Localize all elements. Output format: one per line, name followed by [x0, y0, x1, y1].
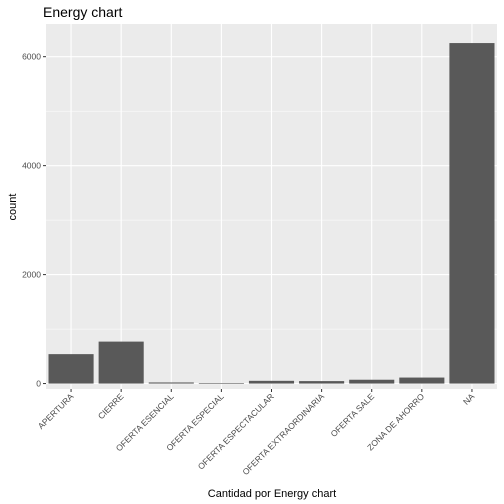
- x-tick-label: NA: [461, 391, 477, 407]
- x-axis-title: Cantidad por Energy chart: [208, 488, 336, 500]
- chart-title: Energy chart: [43, 4, 122, 20]
- y-tick-label: 2000: [22, 270, 41, 280]
- bar-oferta-espectacular: [248, 380, 295, 384]
- x-tick-label: OFERTA SALE: [329, 391, 377, 439]
- y-tick-label: 6000: [22, 52, 41, 62]
- x-tick-label: OFERTA EXTRAORDINARIA: [240, 391, 326, 477]
- bar-oferta-especial: [198, 383, 244, 384]
- y-tick-label: 4000: [22, 161, 41, 171]
- bar-cierre: [98, 341, 144, 384]
- y-axis-title: count: [7, 194, 19, 221]
- bar-oferta-sale: [349, 379, 395, 384]
- x-tick-label: APERTURA: [36, 391, 76, 431]
- x-tick-label: CIERRE: [96, 391, 126, 421]
- y-tick-label: 0: [36, 379, 41, 389]
- bar-oferta-extraordinaria: [299, 381, 345, 384]
- y-axis: 0 2000 4000 6000: [22, 52, 46, 389]
- x-tick-label: ZONA DE AHORRO: [365, 391, 426, 452]
- bars: [48, 43, 495, 384]
- bar-apertura: [48, 354, 94, 384]
- bar-zona-de-ahorro: [399, 377, 445, 384]
- bar-oferta-esencial: [148, 382, 194, 384]
- bar-na: [449, 43, 495, 384]
- grid-lines: [46, 24, 497, 389]
